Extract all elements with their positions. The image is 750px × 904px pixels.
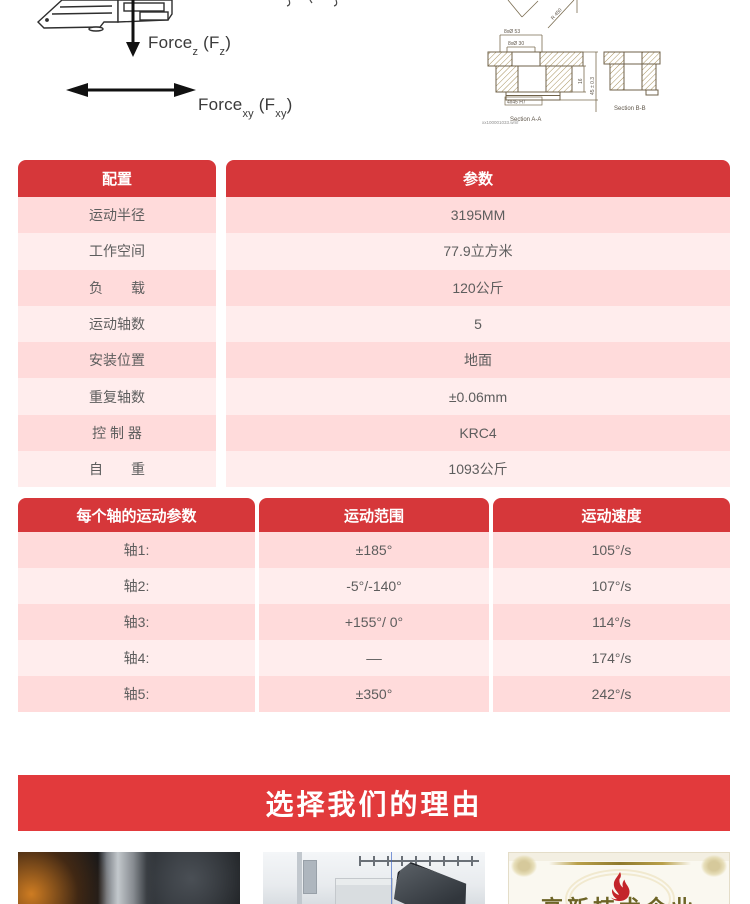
section-b-geometry [603, 51, 661, 96]
dim-4x45h7-label: 4x45 H7 [507, 100, 526, 106]
spec-label-weight: 自 重 [18, 451, 216, 488]
axis-4-name: 轴4: [18, 640, 255, 676]
reasons-banner: 选择我们的理由 [18, 775, 730, 831]
dim-45-tolerance-label: 45 ± 0.3 [590, 77, 596, 95]
force-z-arrow [126, 0, 140, 57]
height-dimensions [560, 51, 598, 112]
cutoff-text-fragment [286, 0, 338, 7]
axis-3-range: +155°/ 0° [259, 604, 489, 640]
axis-3-speed: 114°/s [493, 604, 730, 640]
spec-value-mounting: 地面 [226, 342, 730, 379]
axis-3-name: 轴3: [18, 604, 255, 640]
force-z-label: Forcez (Fz) [148, 33, 232, 59]
spec-param-header: 参数 [226, 160, 730, 197]
spec-table-config-column: 配置 运动半径 工作空间 负 载 运动轴数 安装位置 重复轴数 控 制 器 自 … [18, 160, 216, 488]
axis-range-header: 运动范围 [259, 498, 489, 532]
certificate-title: 高新技术企业 [509, 891, 729, 904]
axis-1-range: ±185° [259, 532, 489, 568]
spec-table: 配置 运动半径 工作空间 负 载 运动轴数 安装位置 重复轴数 控 制 器 自 … [18, 160, 730, 488]
spec-label-repeatability: 重复轴数 [18, 378, 216, 415]
technical-drawings-section: Forcez (Fz) Forcexy (Fxy) R 450 [0, 0, 750, 152]
section-b-label: Section B-B [614, 106, 646, 112]
spec-value-axes: 5 [226, 305, 730, 343]
section-a-label: Section A-A [510, 117, 541, 123]
axis-table-speed-column: 运动速度 105°/s 107°/s 114°/s 174°/s 242°/s [493, 498, 730, 712]
axis-4-range: –– [259, 640, 489, 676]
metal-box-part [335, 878, 393, 904]
spec-label-controller: 控 制 器 [18, 414, 216, 452]
axis-2-speed: 107°/s [493, 568, 730, 604]
axis-table-name-column: 每个轴的运动参数 轴1: 轴2: 轴3: 轴4: 轴5: [18, 498, 255, 712]
drawing-filename: xx100001033.wmf [482, 120, 519, 125]
spec-config-header: 配置 [18, 160, 216, 197]
axis-2-name: 轴2: [18, 568, 255, 604]
dim-16-label: 16 [578, 78, 584, 84]
spec-value-payload: 120公斤 [226, 269, 730, 306]
certificate-photo: 高新技术企业 [508, 852, 730, 904]
industrial-closeup-photo [18, 852, 240, 904]
axis-1-name: 轴1: [18, 532, 255, 568]
spec-label-axes: 运动轴数 [18, 305, 216, 343]
flange-section-drawing: R 450 8xØ 53 8xØ 30 [482, 0, 661, 125]
axis-2-range: -5°/-140° [259, 568, 489, 604]
spec-value-weight: 1093公斤 [226, 451, 730, 488]
axis-5-speed: 242°/s [493, 676, 730, 712]
gold-divider [549, 862, 691, 865]
flame-emblem-icon [610, 872, 630, 901]
section-a-geometry [487, 51, 584, 101]
callout-box [504, 96, 543, 106]
spec-label-workspace: 工作空间 [18, 233, 216, 270]
axis-4-speed: 174°/s [493, 640, 730, 676]
photo-gallery: 高新技术企业 [18, 852, 730, 904]
gold-corner-ornament [511, 855, 537, 877]
axis-speed-header: 运动速度 [493, 498, 730, 532]
factory-interior-photo [263, 852, 485, 904]
plumb-line [391, 852, 392, 904]
force-diagram-drawing [36, 0, 338, 97]
spec-value-motion-radius: 3195MM [226, 197, 730, 234]
diagonal-dimension-lines [507, 0, 578, 29]
robot-wrist-drawing [36, 0, 173, 32]
dim-8x53-label: 8xØ 53 [504, 29, 520, 35]
axis-5-name: 轴5: [18, 676, 255, 712]
spec-label-mounting: 安装位置 [18, 342, 216, 379]
dim-8x30-label: 8xØ 30 [508, 41, 524, 47]
force-xy-arrow [66, 83, 196, 97]
spec-label-motion-radius: 运动半径 [18, 197, 216, 234]
spec-value-workspace: 77.9立方米 [226, 233, 730, 270]
spec-value-controller: KRC4 [226, 414, 730, 452]
axis-table: 每个轴的运动参数 轴1: 轴2: 轴3: 轴4: 轴5: 运动范围 ±185° … [18, 498, 730, 712]
axis-name-header: 每个轴的运动参数 [18, 498, 255, 532]
spec-label-payload: 负 载 [18, 269, 216, 306]
factory-window [303, 860, 317, 894]
spec-table-param-column: 参数 3195MM 77.9立方米 120公斤 5 地面 ±0.06mm KRC… [226, 160, 730, 488]
axis-table-range-column: 运动范围 ±185° -5°/-140° +155°/ 0° –– ±350° [259, 498, 489, 712]
ceiling-truss [359, 856, 479, 866]
wall-edge [297, 852, 302, 904]
spec-value-repeatability: ±0.06mm [226, 378, 730, 415]
r450-dimension-label: R 450 [550, 7, 564, 21]
banner-title: 选择我们的理由 [265, 789, 483, 820]
axis-5-range: ±350° [259, 676, 489, 712]
axis-1-speed: 105°/s [493, 532, 730, 568]
gold-corner-ornament [701, 855, 727, 877]
force-xy-label: Forcexy (Fxy) [198, 95, 293, 121]
